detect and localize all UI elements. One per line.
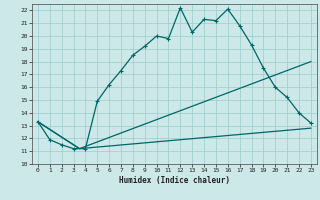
X-axis label: Humidex (Indice chaleur): Humidex (Indice chaleur) [119, 176, 230, 185]
